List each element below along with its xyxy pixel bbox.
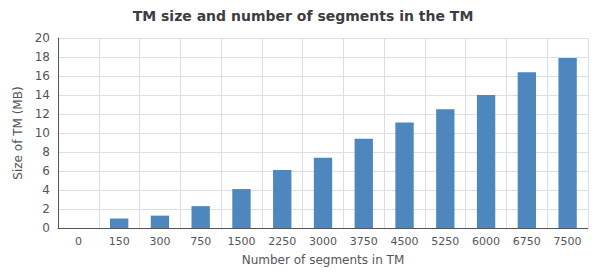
svg-text:3000: 3000 <box>309 235 337 248</box>
svg-text:4500: 4500 <box>391 235 419 248</box>
svg-text:4: 4 <box>42 183 50 197</box>
svg-text:Size of TM (MB): Size of TM (MB) <box>11 86 25 179</box>
svg-text:Number of segments in TM: Number of segments in TM <box>242 253 405 267</box>
svg-text:10: 10 <box>35 126 50 140</box>
svg-text:3750: 3750 <box>350 235 378 248</box>
svg-text:750: 750 <box>190 235 211 248</box>
svg-text:6750: 6750 <box>513 235 541 248</box>
svg-text:5250: 5250 <box>431 235 459 248</box>
svg-text:14: 14 <box>35 88 50 102</box>
svg-text:0: 0 <box>75 235 82 248</box>
svg-text:18: 18 <box>35 50 50 64</box>
svg-text:7500: 7500 <box>554 235 582 248</box>
svg-text:2250: 2250 <box>268 235 296 248</box>
svg-text:1500: 1500 <box>227 235 255 248</box>
svg-text:0: 0 <box>42 221 50 235</box>
svg-text:TM size and number of segments: TM size and number of segments in the TM <box>133 8 474 24</box>
svg-text:20: 20 <box>35 31 50 45</box>
svg-text:6000: 6000 <box>472 235 500 248</box>
svg-text:2: 2 <box>42 202 50 216</box>
svg-text:300: 300 <box>149 235 170 248</box>
svg-text:6: 6 <box>42 164 50 178</box>
svg-text:16: 16 <box>35 69 50 83</box>
svg-text:12: 12 <box>35 107 50 121</box>
svg-text:150: 150 <box>109 235 130 248</box>
svg-text:8: 8 <box>42 145 50 159</box>
